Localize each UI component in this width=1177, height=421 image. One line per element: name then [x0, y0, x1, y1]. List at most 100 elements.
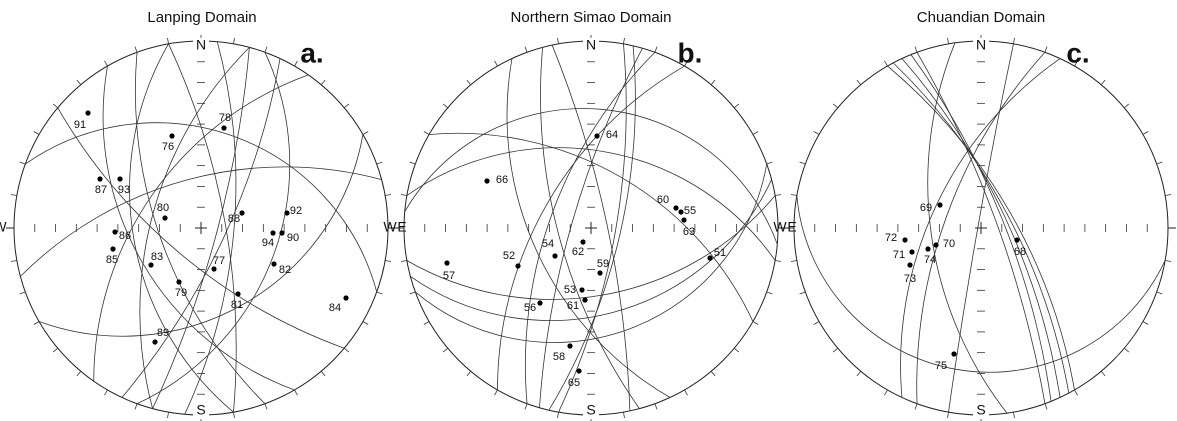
pole-point [112, 229, 118, 235]
pole-point [582, 297, 588, 303]
perimeter-tick [1074, 389, 1078, 396]
point-label: 66 [496, 174, 508, 186]
point-label: 65 [568, 377, 580, 389]
great-circle [93, 74, 309, 382]
perimeter-tick [1013, 412, 1015, 419]
south-label: S [196, 402, 205, 418]
great-circle [38, 134, 364, 337]
panel-letter: a. [300, 37, 323, 68]
perimeter-tick [813, 131, 820, 135]
perimeter-tick [76, 79, 82, 86]
pole-point [270, 230, 276, 236]
north-label: N [196, 37, 206, 53]
perimeter-tick [684, 60, 688, 67]
perimeter-tick [343, 103, 350, 109]
perimeter-tick [1156, 161, 1163, 165]
point-label: 58 [553, 351, 565, 363]
pole-point [235, 291, 241, 297]
perimeter-tick [134, 403, 138, 410]
point-label: 76 [162, 141, 174, 153]
perimeter-tick [790, 260, 797, 262]
great-circle [406, 195, 776, 300]
perimeter-tick [684, 389, 688, 396]
great-circle [102, 65, 295, 391]
point-label: 51 [714, 247, 726, 259]
pole-point [597, 270, 603, 276]
great-circle [548, 45, 636, 411]
perimeter-tick [1123, 103, 1130, 109]
great-circle [404, 108, 778, 245]
pole-point [284, 210, 290, 216]
south-bg [193, 403, 209, 419]
perimeter-tick [1123, 347, 1130, 353]
great-circle [796, 195, 1166, 373]
great-circle [948, 43, 1014, 413]
point-label: 81 [231, 299, 243, 311]
perimeter-tick [362, 321, 369, 325]
panel-title: Northern Simao Domain [511, 9, 672, 26]
perimeter-tick [856, 370, 862, 377]
perimeter-tick [167, 412, 169, 419]
perimeter-tick [775, 260, 782, 262]
perimeter-tick [813, 321, 820, 325]
east-label: E [397, 219, 406, 235]
pole-point [110, 246, 116, 252]
perimeter-tick [264, 46, 268, 53]
perimeter-tick [385, 260, 392, 262]
point-label: 75 [935, 360, 947, 372]
perimeter-tick [884, 389, 888, 396]
perimeter-tick [494, 389, 498, 396]
great-circle [134, 52, 266, 405]
perimeter-tick [134, 46, 138, 53]
point-label: 62 [572, 246, 584, 258]
point-label: 71 [893, 249, 905, 261]
perimeter-tick [294, 60, 298, 67]
great-circle [551, 44, 631, 411]
perimeter-tick [1142, 131, 1149, 135]
perimeter-tick [19, 291, 26, 295]
perimeter-tick [1044, 46, 1048, 53]
perimeter-tick [19, 161, 26, 165]
perimeter-tick [423, 321, 430, 325]
north-bg [193, 38, 209, 52]
point-label: 73 [904, 273, 916, 285]
pole-point [673, 205, 679, 211]
great-circle [429, 132, 754, 322]
stereonet: Chuandian Domain c. N S WE 69 72 70 71 74 73 68 75 [773, 9, 1176, 421]
pole-point [169, 133, 175, 139]
great-circle [524, 51, 656, 404]
perimeter-tick [766, 161, 773, 165]
perimeter-tick [654, 403, 658, 410]
point-label: 77 [213, 255, 225, 267]
perimeter-tick [1165, 194, 1172, 196]
south-bg [583, 403, 599, 419]
point-label: 63 [683, 226, 695, 238]
pole-point [937, 202, 943, 208]
great-circle [497, 65, 685, 390]
pole-point [239, 210, 245, 216]
great-circle [152, 47, 250, 409]
point-label: 85 [106, 254, 118, 266]
point-label: 92 [290, 205, 302, 217]
pole-point [552, 253, 558, 259]
north-label: N [586, 37, 596, 53]
perimeter-tick [376, 291, 383, 295]
great-circle [892, 62, 1070, 394]
point-label: 59 [597, 258, 609, 270]
perimeter-tick [524, 46, 528, 53]
pole-point [271, 261, 277, 267]
great-circle [406, 147, 776, 261]
pole-point [211, 266, 217, 272]
point-label: 79 [175, 287, 187, 299]
point-label: 86 [119, 230, 131, 242]
point-label: 68 [1014, 246, 1026, 258]
pole-point [444, 260, 450, 266]
great-circle [25, 122, 378, 293]
point-label: 56 [524, 302, 536, 314]
point-label: 70 [943, 238, 955, 250]
perimeter-tick [233, 37, 235, 44]
point-label: 60 [657, 194, 669, 206]
great-circle [900, 58, 1061, 398]
pole-point [117, 176, 123, 182]
